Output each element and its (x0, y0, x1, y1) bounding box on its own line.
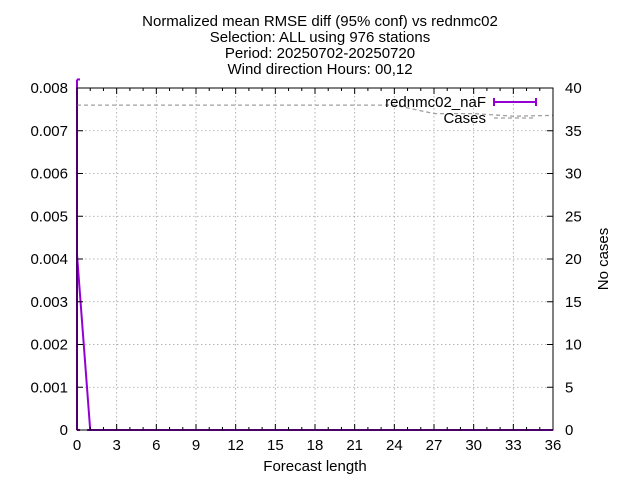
chart-title-line: Selection: ALL using 976 stations (210, 29, 430, 46)
chart-title: Normalized mean RMSE diff (95% conf) vs … (142, 13, 498, 78)
y2-tick-label: 10 (565, 337, 582, 354)
x-tick-label: 15 (267, 437, 284, 454)
chart-title-line: Period: 20250702-20250720 (225, 45, 415, 62)
chart-title-line: Normalized mean RMSE diff (95% conf) vs … (142, 13, 498, 30)
y-tick-label: 0.008 (30, 80, 68, 97)
y-tick-label: 0.002 (30, 337, 68, 354)
y-tick-label: 0.006 (30, 166, 68, 183)
y2-tick-label: 25 (565, 208, 582, 225)
x-tick-label: 30 (465, 437, 482, 454)
chart-title-line: Wind direction Hours: 00,12 (227, 61, 412, 78)
y-tick-label: 0.007 (30, 123, 68, 140)
y2-tick-label: 35 (565, 123, 582, 140)
x-tick-label: 6 (152, 437, 160, 454)
x-tick-label: 18 (307, 437, 324, 454)
axis-ticks: 0 3 6 9 12 15 18 21 24 27 30 33 3600.0010.0020.0030.… (30, 80, 581, 454)
y2-tick-label: 30 (565, 166, 582, 183)
legend-label: rednmc02_naF (385, 94, 486, 111)
y2-tick-label: 0 (565, 422, 573, 439)
y2-tick-label: 20 (565, 251, 582, 268)
legend-label: Cases (443, 110, 486, 127)
series-line (77, 104, 554, 117)
x-tick-label: 3 (112, 437, 120, 454)
x-tick-label: 12 (227, 437, 244, 454)
x-tick-label: 0 (73, 437, 81, 454)
x-tick-label: 21 (346, 437, 363, 454)
y2-axis-label: No cases (595, 228, 612, 291)
grid (77, 88, 553, 430)
y-tick-label: 0.005 (30, 208, 68, 225)
y2-tick-label: 15 (565, 294, 582, 311)
y-tick-label: 0.001 (30, 379, 68, 396)
x-tick-label: 24 (386, 437, 403, 454)
y2-tick-label: 5 (565, 379, 573, 396)
y-tick-label: 0.004 (30, 251, 68, 268)
x-tick-label: 36 (545, 437, 562, 454)
x-axis-label: Forecast length (263, 458, 366, 475)
x-tick-label: 9 (192, 437, 200, 454)
axis-labels: Forecast length No cases (263, 228, 612, 475)
x-tick-label: 27 (426, 437, 443, 454)
y-tick-label: 0.003 (30, 294, 68, 311)
y-tick-label: 0 (60, 422, 68, 439)
x-tick-label: 33 (505, 437, 522, 454)
y2-tick-label: 40 (565, 80, 582, 97)
